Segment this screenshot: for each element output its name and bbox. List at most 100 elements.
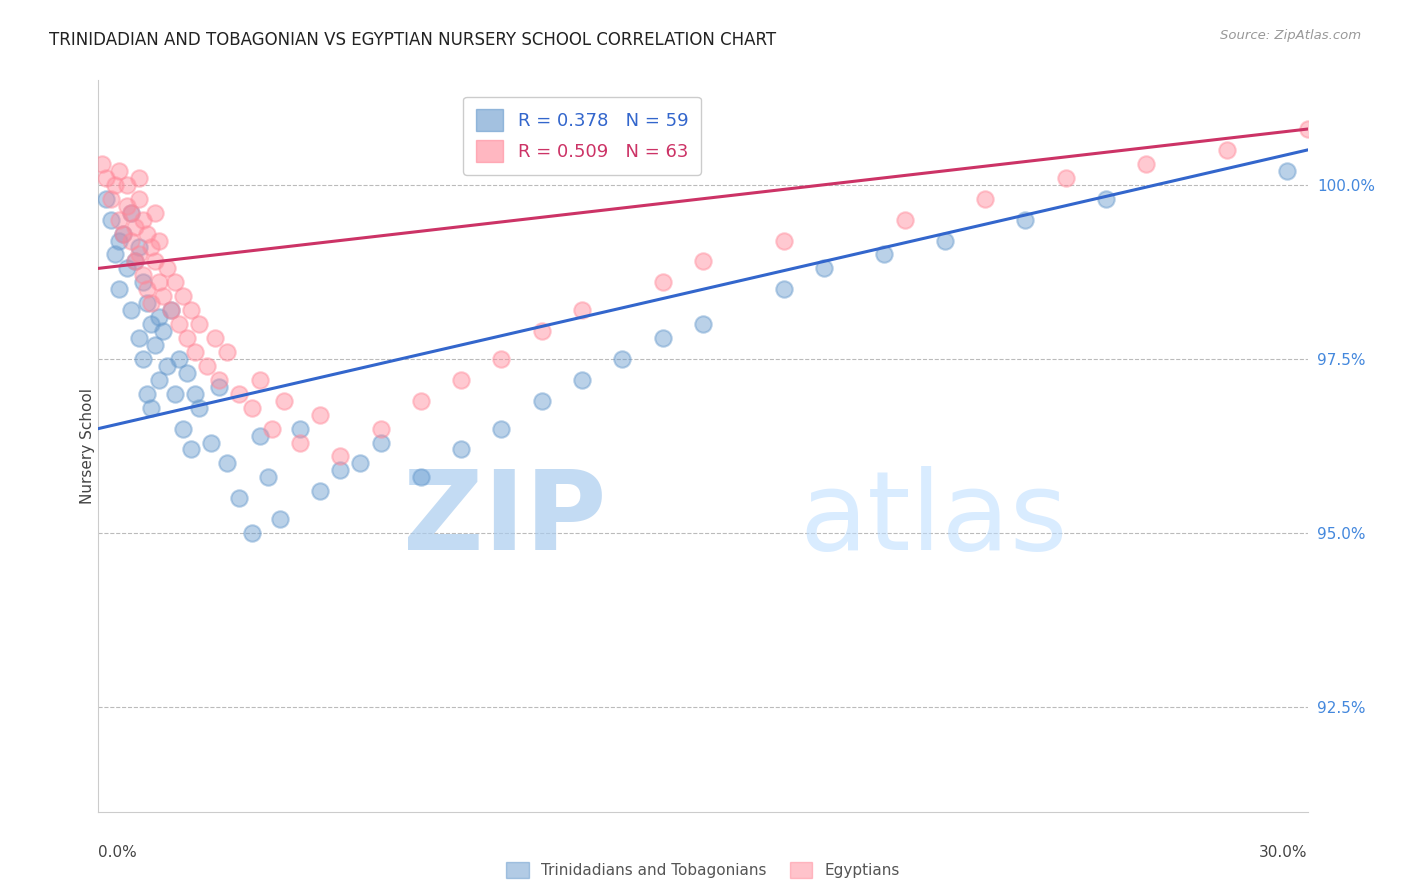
Point [156,359,179,373]
Point [139,401,162,415]
Point [813,261,835,276]
Point [188,401,211,415]
Point [188,317,211,331]
Point [208,373,231,387]
Point [152,324,174,338]
Point [309,408,332,422]
Point [103,247,125,261]
Point [329,450,352,464]
Point [128,240,150,254]
Point [107,234,129,248]
Point [530,324,553,338]
Text: ZIP: ZIP [404,466,606,573]
Point [651,275,673,289]
Legend: R = 0.378   N = 59, R = 0.509   N = 63: R = 0.378 N = 59, R = 0.509 N = 63 [464,96,700,175]
Point [240,401,263,415]
Point [139,240,162,254]
Point [1054,170,1077,185]
Point [132,212,155,227]
Point [409,393,432,408]
Point [249,428,271,442]
Point [409,470,432,484]
Point [167,351,190,366]
Text: 0.0%: 0.0% [98,845,138,860]
Point [273,393,295,408]
Point [163,386,186,401]
Point [100,212,122,227]
Point [450,442,472,457]
Text: Source: ZipAtlas.com: Source: ZipAtlas.com [1220,29,1361,42]
Point [139,317,162,331]
Point [651,331,673,345]
Point [1135,157,1157,171]
Point [195,359,218,373]
Point [260,421,283,435]
Point [115,178,138,192]
Text: 30.0%: 30.0% [1260,845,1308,860]
Text: atlas: atlas [800,466,1069,573]
Point [103,178,125,192]
Point [91,157,114,171]
Point [491,351,513,366]
Point [180,442,202,457]
Legend: Trinidadians and Tobagonians, Egyptians: Trinidadians and Tobagonians, Egyptians [501,856,905,884]
Point [120,234,142,248]
Point [167,317,190,331]
Point [135,282,157,296]
Point [163,275,186,289]
Point [269,512,291,526]
Point [200,435,222,450]
Point [128,247,150,261]
Point [148,373,170,387]
Point [148,234,170,248]
Point [96,192,118,206]
Point [571,303,593,318]
Point [1216,143,1239,157]
Point [692,317,714,331]
Point [128,170,150,185]
Point [692,254,714,268]
Point [1095,192,1118,206]
Point [107,164,129,178]
Point [172,421,194,435]
Point [143,338,166,352]
Point [184,345,207,359]
Point [873,247,896,261]
Point [96,170,118,185]
Point [309,484,332,499]
Point [184,386,207,401]
Point [772,282,794,296]
Point [370,421,392,435]
Point [240,526,263,541]
Point [120,205,142,219]
Point [124,254,146,268]
Point [135,386,157,401]
Point [124,254,146,268]
Point [128,331,150,345]
Point [135,296,157,310]
Point [450,373,472,387]
Point [143,254,166,268]
Point [107,212,129,227]
Text: TRINIDADIAN AND TOBAGONIAN VS EGYPTIAN NURSERY SCHOOL CORRELATION CHART: TRINIDADIAN AND TOBAGONIAN VS EGYPTIAN N… [49,31,776,49]
Point [974,192,997,206]
Point [176,331,198,345]
Point [208,380,231,394]
Point [148,310,170,325]
Point [120,205,142,219]
Point [1277,164,1299,178]
Point [180,303,202,318]
Point [111,227,134,241]
Point [349,457,371,471]
Point [204,331,226,345]
Point [893,212,915,227]
Point [132,351,155,366]
Point [228,491,250,506]
Point [772,234,794,248]
Y-axis label: Nursery School: Nursery School [80,388,94,504]
Point [172,289,194,303]
Point [152,289,174,303]
Point [612,351,634,366]
Point [571,373,593,387]
Point [143,205,166,219]
